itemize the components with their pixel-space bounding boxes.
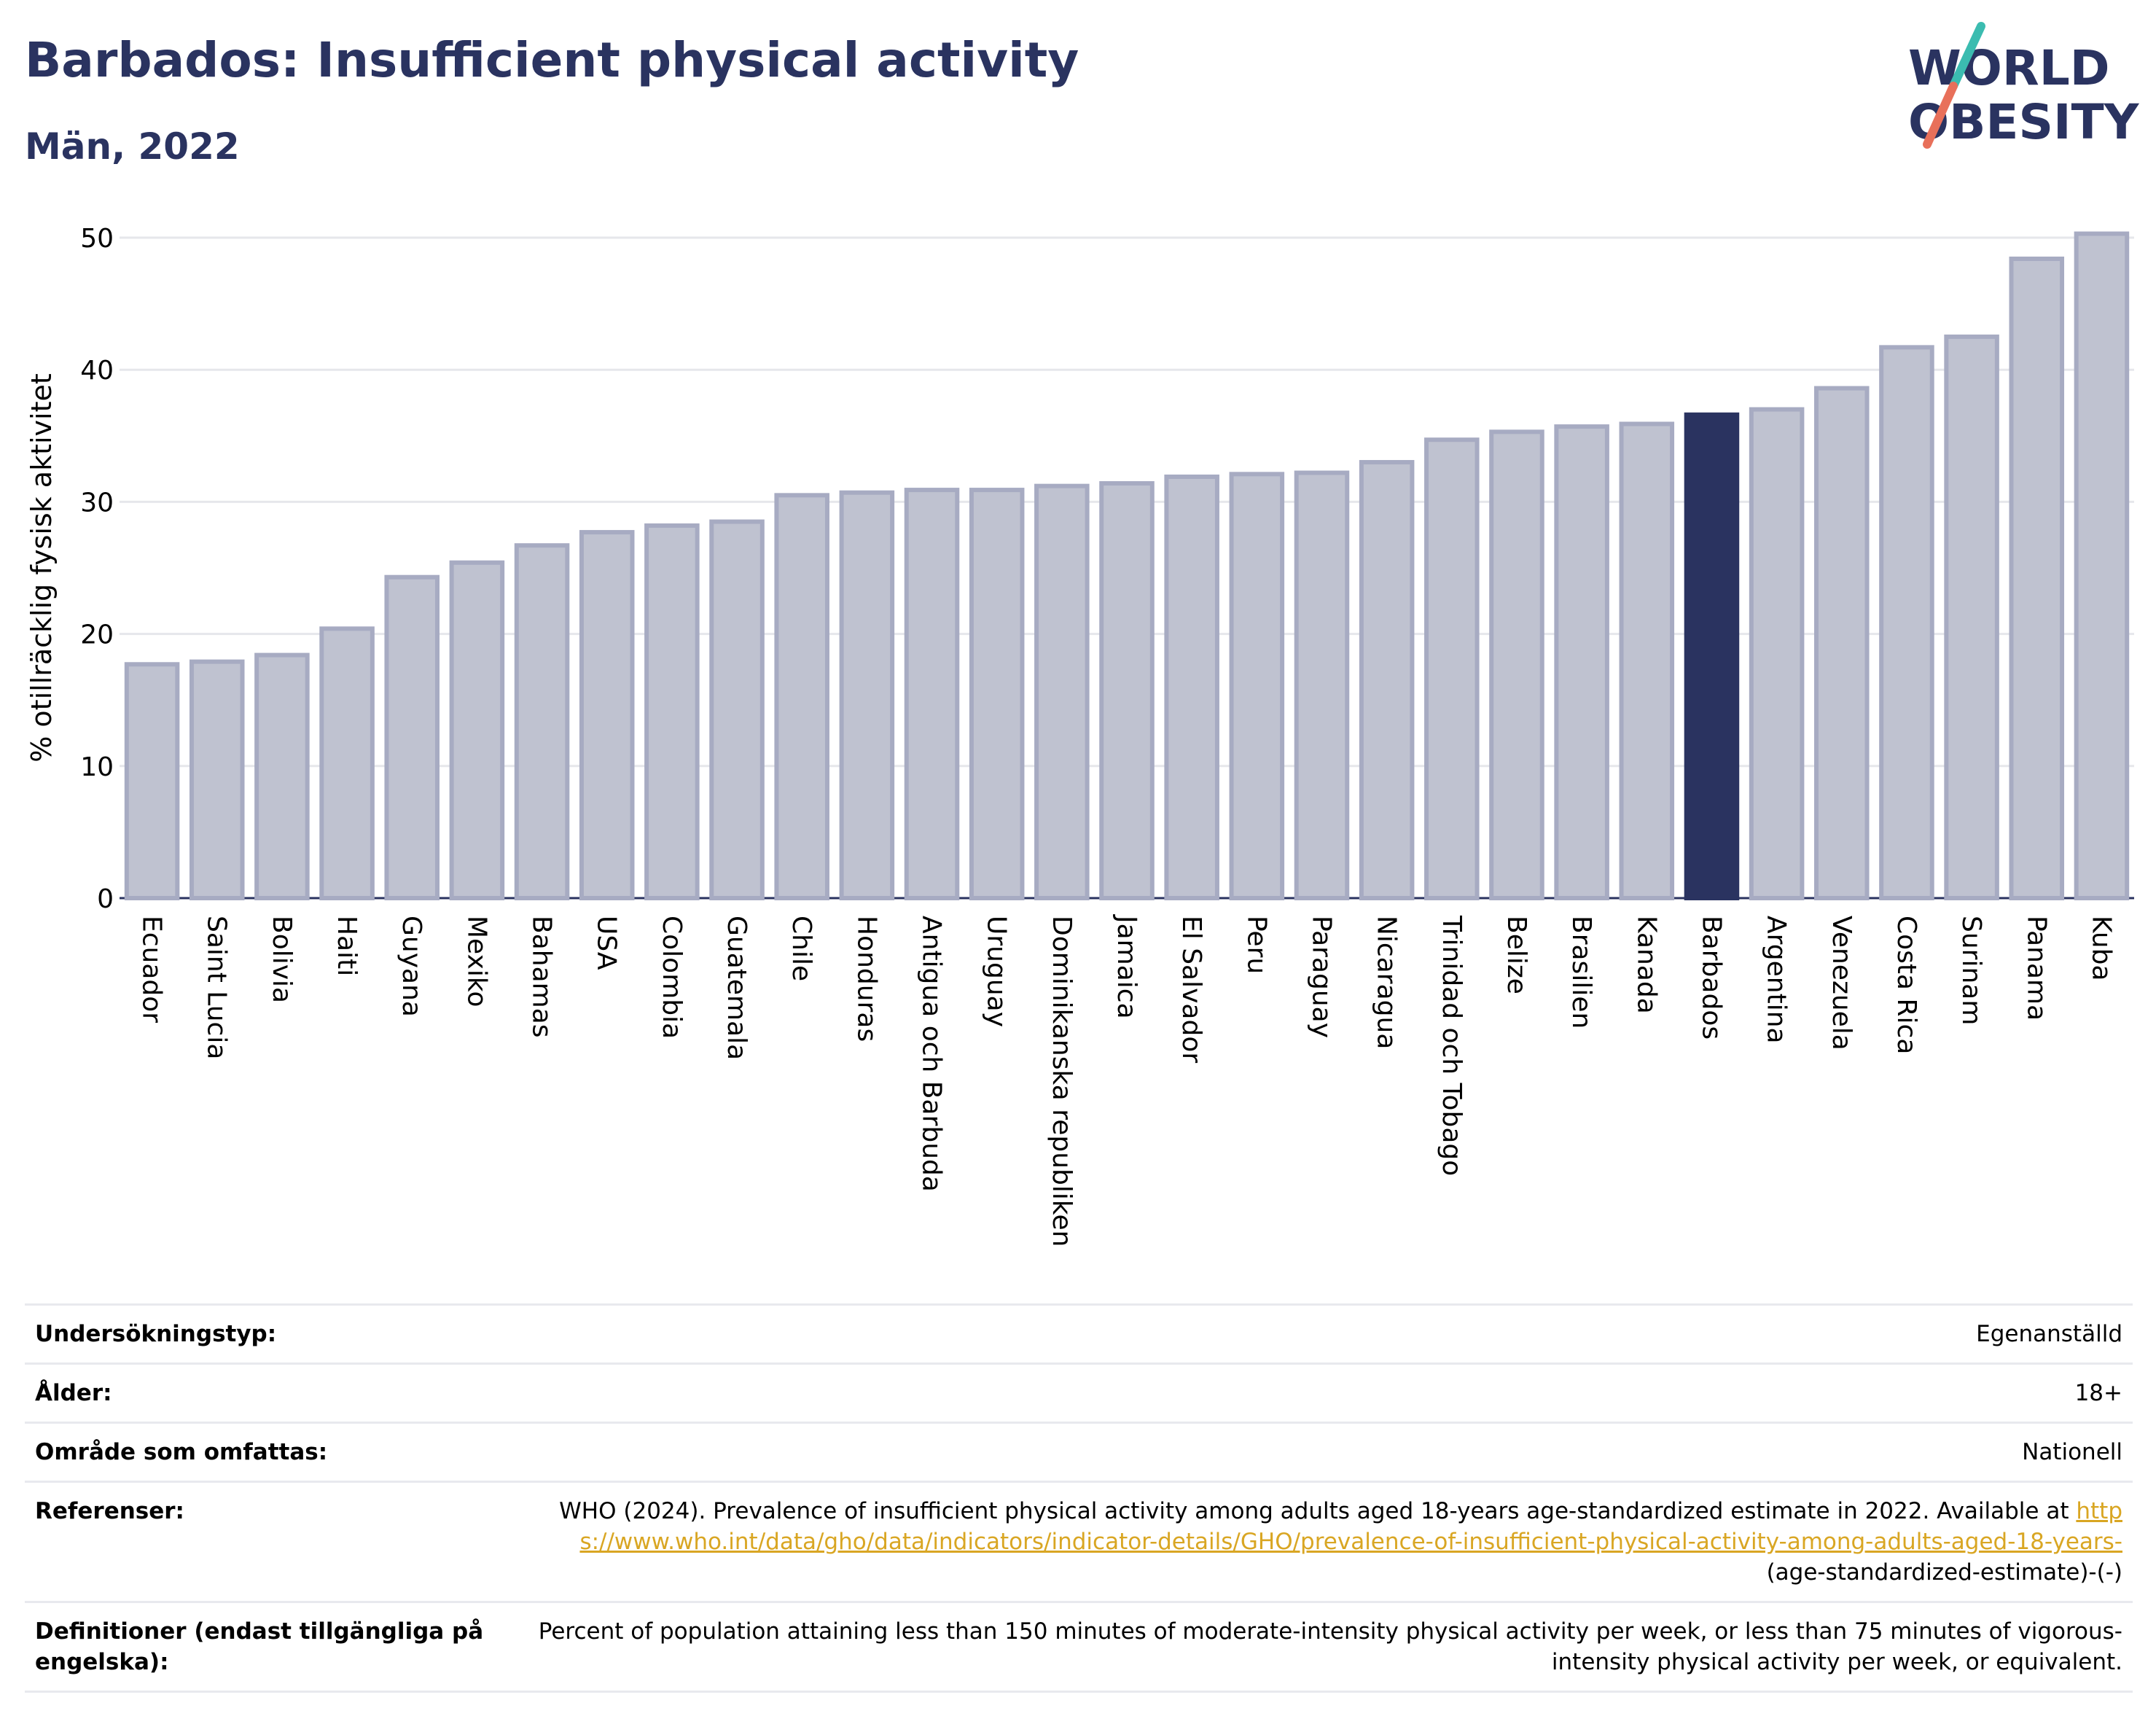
x-tick-label: Trinidad och Tobago <box>1437 915 1466 1176</box>
x-tick-label: Chile <box>786 916 816 981</box>
coverage-label: Område som omfattas: <box>35 1439 328 1465</box>
x-tick-label: Paraguay <box>1306 916 1336 1038</box>
survey-type-label: Undersökningstyp: <box>35 1321 277 1347</box>
bar-chart: 0 10 20 30 40 50 Ecuador Saint Lucia Bolivia Hai… <box>26 224 2134 1247</box>
bar-chile <box>774 493 829 900</box>
bar-nicaragua <box>1359 460 1415 900</box>
x-tick-label: Colombia <box>657 916 687 1039</box>
details-row-survey: Undersökningstyp: Egenanställd <box>25 1303 2133 1362</box>
x-tick-label: Costa Rica <box>1891 916 1921 1054</box>
x-tick-label: Argentina <box>1762 916 1792 1044</box>
details-row-references: Referenser: WHO (2024). Prevalence of in… <box>25 1481 2133 1601</box>
x-tick-label: Kanada <box>1631 916 1661 1014</box>
references-text: WHO (2024). Prevalence of insufficient p… <box>559 1498 2069 1524</box>
bar-ecuador <box>124 662 180 900</box>
x-tick-label: Kuba <box>2086 916 2116 981</box>
bar-surinam <box>1944 334 1999 900</box>
x-tick-label: Uruguay <box>982 916 1012 1027</box>
x-tick-label: Bahamas <box>527 916 557 1038</box>
y-tick-label: 40 <box>80 356 114 386</box>
bar-dominikanska-republiken <box>1034 483 1090 900</box>
definitions-value: Percent of population attaining less tha… <box>538 1618 2122 1675</box>
logo-slash-coral <box>1923 82 1958 149</box>
details-row-age: Ålder: 18+ <box>25 1362 2133 1422</box>
bar-uruguay <box>969 488 1025 900</box>
bar-paraguay <box>1294 470 1350 900</box>
x-tick-label: Surinam <box>1956 916 1986 1025</box>
chart-subtitle: Män, 2022 <box>25 125 240 168</box>
bar-colombia <box>644 523 700 900</box>
x-tick-label: Panama <box>2021 916 2051 1021</box>
x-tick-label: USA <box>592 916 622 970</box>
x-tick-label: Haiti <box>332 916 362 976</box>
x-tick-label: Belize <box>1501 916 1531 994</box>
x-tick-label: Jamaica <box>1112 914 1141 1019</box>
x-tick-label: El Salvador <box>1176 916 1206 1063</box>
details-row-coverage: Område som omfattas: Nationell <box>25 1422 2133 1481</box>
x-tick-label: Mexiko <box>461 916 491 1007</box>
bar-brasilien <box>1554 424 1609 900</box>
y-tick-label: 30 <box>80 488 114 518</box>
y-tick-label: 0 <box>97 884 114 914</box>
x-tick-label: Honduras <box>851 916 881 1042</box>
bar-kanada <box>1619 421 1675 900</box>
definitions-label: Definitioner (endast tillgängliga på eng… <box>35 1618 484 1675</box>
details-table: Undersökningstyp: Egenanställd Ålder: 18… <box>25 1303 2133 1693</box>
bar-haiti <box>319 626 375 900</box>
bar-belize <box>1489 429 1544 900</box>
x-tick-label: Ecuador <box>137 916 167 1023</box>
bar-usa <box>579 530 635 900</box>
details-row-definitions: Definitioner (endast tillgängliga på eng… <box>25 1601 2133 1693</box>
bar-argentina <box>1749 407 1805 900</box>
bar-barbados <box>1684 412 1740 900</box>
bar-peru <box>1229 472 1285 900</box>
bar-guatemala <box>709 519 765 900</box>
bar-bahamas <box>514 543 570 900</box>
bars <box>124 231 2130 901</box>
age-label: Ålder: <box>35 1380 112 1406</box>
x-tick-label: Barbados <box>1696 916 1726 1040</box>
coverage-value: Nationell <box>2022 1439 2122 1465</box>
bar-costa-rica <box>1879 345 1934 900</box>
references-link[interactable]: https://www.who.int/data/gho/data/indica… <box>579 1498 2122 1555</box>
bar-mexiko <box>449 560 505 900</box>
y-tick-label: 10 <box>80 752 114 782</box>
y-axis-label: % otillräcklig fysisk aktivitet <box>26 373 58 763</box>
y-tick-label: 20 <box>80 620 114 650</box>
bar-antigua-och-barbuda <box>904 488 960 900</box>
x-tick-label: Guyana <box>397 916 426 1017</box>
x-tick-label: Dominikanska republiken <box>1047 916 1077 1247</box>
x-tick-label: Venezuela <box>1827 916 1856 1050</box>
x-tick-label: Guatemala <box>722 916 751 1060</box>
bar-el-salvador <box>1164 474 1219 900</box>
x-tick-label: Saint Lucia <box>202 916 232 1059</box>
y-axis-ticks: 0 10 20 30 40 50 <box>80 224 114 914</box>
references-value: WHO (2024). Prevalence of insufficient p… <box>501 1496 2122 1588</box>
bar-panama <box>2009 256 2065 900</box>
x-tick-label: Antigua och Barbuda <box>917 916 947 1192</box>
x-tick-label: Peru <box>1241 916 1271 974</box>
age-value: 18+ <box>2074 1380 2122 1406</box>
world-obesity-logo: WORLD OBESITY <box>1908 22 2140 150</box>
chart-title: Barbados: Insufficient physical activity <box>25 32 1079 88</box>
bar-venezuela <box>1814 386 1870 900</box>
x-tick-label: Nicaragua <box>1372 916 1402 1049</box>
logo-word-1: WORLD <box>1908 40 2110 96</box>
survey-type-value: Egenanställd <box>1976 1321 2122 1347</box>
y-tick-label: 50 <box>80 224 114 254</box>
references-suffix: (age-standardized-estimate)-(-) <box>1766 1559 2122 1586</box>
x-tick-label: Brasilien <box>1566 916 1596 1029</box>
references-label: Referenser: <box>35 1498 184 1524</box>
bar-saint-lucia <box>189 659 245 900</box>
bar-honduras <box>839 490 895 900</box>
bar-jamaica <box>1099 481 1155 900</box>
x-tick-label: Bolivia <box>267 916 297 1003</box>
bar-trinidad-och-tobago <box>1424 437 1480 900</box>
x-axis-labels: Ecuador Saint Lucia Bolivia Haiti Guyana Mexi… <box>137 914 2117 1247</box>
bar-kuba <box>2074 231 2130 900</box>
logo-slash-teal <box>1949 22 1985 90</box>
bar-guyana <box>384 574 440 901</box>
bar-bolivia <box>254 652 310 900</box>
